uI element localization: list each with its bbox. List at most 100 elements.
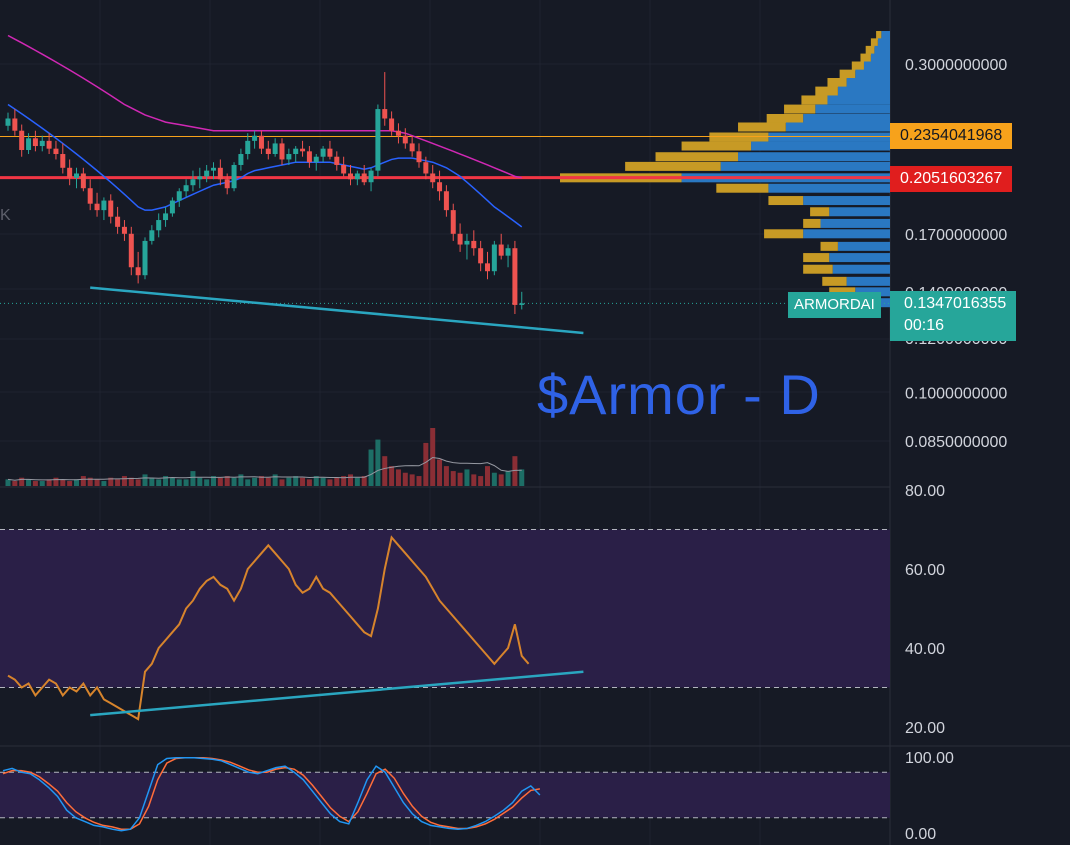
last-price-value: 0.1347016355 bbox=[904, 295, 1007, 312]
profile-bar-down bbox=[870, 53, 890, 63]
volume-bar bbox=[375, 439, 381, 486]
candle bbox=[26, 138, 32, 150]
profile-bar-down bbox=[827, 95, 890, 105]
candle bbox=[121, 226, 127, 234]
candle bbox=[498, 244, 504, 256]
volume-bar bbox=[382, 456, 388, 486]
profile-bar-down bbox=[829, 253, 890, 263]
candles bbox=[5, 72, 525, 314]
volume-bar bbox=[149, 477, 155, 486]
volume-bar bbox=[128, 477, 134, 486]
profile-bar-down bbox=[837, 86, 890, 96]
profile-bar-up bbox=[768, 196, 804, 206]
volume-bar bbox=[478, 476, 484, 486]
ema-slow-line bbox=[7, 34, 522, 179]
volume-bar bbox=[39, 481, 45, 486]
candle bbox=[505, 248, 511, 256]
profile-bar-down bbox=[855, 69, 890, 79]
candle bbox=[258, 135, 264, 149]
candle bbox=[313, 156, 319, 163]
profile-bar-down bbox=[863, 61, 890, 71]
volume-bar bbox=[115, 479, 121, 486]
volume-bar bbox=[498, 474, 504, 486]
volume-profile bbox=[560, 31, 890, 308]
trendline[interactable] bbox=[90, 286, 584, 335]
volume-bar bbox=[409, 474, 415, 486]
volume-bar bbox=[211, 476, 216, 486]
candle bbox=[115, 216, 121, 227]
volume-bar bbox=[313, 476, 319, 486]
stoch-tick-label: 0.00 bbox=[905, 826, 936, 843]
profile-bar-up bbox=[876, 31, 882, 41]
volume-bar bbox=[327, 479, 333, 486]
candle bbox=[94, 203, 100, 211]
rsi-tick-label: 40.00 bbox=[905, 641, 945, 658]
profile-bar-down bbox=[855, 287, 890, 297]
volume-bar bbox=[245, 479, 251, 486]
level-tag-red: 0.2051603267 bbox=[890, 166, 1013, 192]
candle bbox=[32, 138, 38, 147]
candle bbox=[286, 154, 292, 160]
candle bbox=[382, 109, 388, 119]
candle bbox=[341, 164, 347, 174]
volume-bar bbox=[252, 477, 258, 486]
rsi-trendline bbox=[90, 670, 584, 717]
profile-bar-down bbox=[846, 77, 890, 87]
candle bbox=[450, 210, 456, 234]
last-price-tag: 0.1347016355 00:16 bbox=[890, 291, 1017, 341]
candle bbox=[293, 148, 299, 155]
volume-bar bbox=[94, 479, 100, 486]
candle bbox=[101, 200, 107, 211]
candle bbox=[67, 167, 73, 178]
volume-bar bbox=[142, 474, 148, 486]
profile-bar-up bbox=[865, 45, 875, 55]
profile-bar-down bbox=[815, 104, 890, 114]
candle bbox=[361, 173, 367, 183]
candle bbox=[156, 220, 162, 231]
profile-bar-up bbox=[681, 141, 752, 151]
profile-bar-up bbox=[827, 77, 847, 87]
volume-bar bbox=[512, 456, 518, 486]
ticker-tag: ARMORDAI bbox=[788, 292, 881, 318]
candle bbox=[149, 230, 155, 241]
candle bbox=[375, 109, 381, 171]
volume-bar bbox=[423, 442, 429, 486]
price-trendline[interactable] bbox=[90, 286, 584, 335]
candle bbox=[402, 135, 408, 144]
profile-bar-down bbox=[881, 31, 890, 41]
horizontal-levels bbox=[0, 135, 890, 304]
volume-bar bbox=[60, 479, 66, 486]
profile-bar-up bbox=[803, 253, 830, 263]
volume-bar bbox=[224, 476, 230, 486]
profile-bar-down bbox=[768, 183, 890, 193]
price-tick-label: 0.0850000000 bbox=[905, 434, 1007, 451]
candle bbox=[53, 148, 59, 155]
volume-bar bbox=[348, 474, 353, 486]
candle bbox=[348, 173, 353, 180]
profile-bar-down bbox=[829, 207, 890, 217]
candle bbox=[464, 240, 470, 245]
stochastic-pane bbox=[0, 757, 890, 832]
volume-bar bbox=[265, 477, 271, 486]
profile-bar-up bbox=[810, 207, 830, 217]
candle bbox=[60, 154, 66, 168]
volume-bar bbox=[190, 471, 196, 486]
profile-bar-up bbox=[822, 276, 847, 286]
volume-bar bbox=[32, 481, 38, 486]
volume-bar bbox=[46, 479, 52, 486]
volume-bar bbox=[183, 479, 189, 486]
candle bbox=[368, 170, 374, 183]
candle bbox=[272, 143, 278, 155]
profile-bar-up bbox=[766, 114, 804, 124]
candle bbox=[108, 200, 114, 217]
volume-bar bbox=[320, 477, 326, 486]
volume-bar bbox=[402, 472, 408, 486]
profile-bar-up bbox=[803, 264, 833, 274]
profile-bar-down bbox=[846, 276, 890, 286]
candle bbox=[163, 213, 169, 221]
volume-bar bbox=[443, 466, 449, 486]
rsi-band bbox=[0, 529, 890, 688]
volume-bar bbox=[437, 459, 443, 486]
volume-bar bbox=[5, 479, 11, 486]
